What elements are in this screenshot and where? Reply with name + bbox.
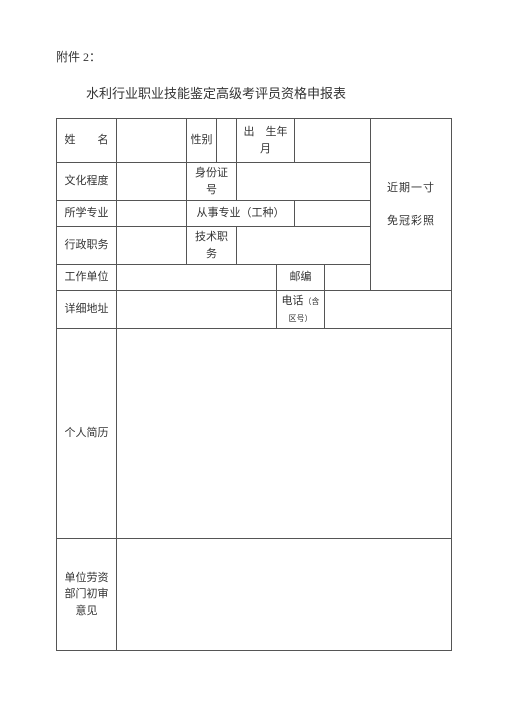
opinion-line: 单位劳资 [60,570,113,587]
form-title: 水利行业职业技能鉴定高级考评员资格申报表 [56,83,465,102]
opinion-line: 意见 [60,603,113,620]
value-id-number [237,163,371,201]
photo-line1: 近期一寸 [374,180,448,197]
photo-placeholder: 近期一寸 免冠彩照 [371,119,452,291]
label-phone-text: 电话 [282,295,304,307]
value-admin-post [117,227,187,265]
label-address: 详细地址 [57,291,117,329]
value-opinion [117,539,452,651]
value-gender [217,119,237,163]
value-address [117,291,277,329]
label-work-major: 从事专业（工种） [187,201,295,227]
form-page: 附件 2： 水利行业职业技能鉴定高级考评员资格申报表 姓 名 性别 出 生年 月… [0,0,505,671]
attachment-label: 附件 2： [56,48,465,65]
label-major: 所学专业 [57,201,117,227]
value-resume [117,329,452,539]
label-gender: 性别 [187,119,217,163]
label-phone: 电话（含区号） [277,291,325,329]
row-name: 姓 名 性别 出 生年 月 近期一寸 免冠彩照 [57,119,452,163]
label-id-number: 身份证号 [187,163,237,201]
value-tech-post [237,227,371,265]
label-work-unit: 工作单位 [57,265,117,291]
opinion-line: 部门初审 [60,586,113,603]
label-birth: 出 生年 月 [237,119,295,163]
value-birth [295,119,371,163]
label-admin-post: 行政职务 [57,227,117,265]
value-work-unit [117,265,277,291]
value-work-major [295,201,371,227]
value-name [117,119,187,163]
label-opinion: 单位劳资 部门初审 意见 [57,539,117,651]
value-major [117,201,187,227]
photo-line2: 免冠彩照 [374,213,448,230]
value-postcode [325,265,371,291]
row-opinion: 单位劳资 部门初审 意见 [57,539,452,651]
row-address: 详细地址 电话（含区号） [57,291,452,329]
label-name: 姓 名 [57,119,117,163]
value-education [117,163,187,201]
label-tech-post: 技术职务 [187,227,237,265]
application-form-table: 姓 名 性别 出 生年 月 近期一寸 免冠彩照 文化程度 身份证号 所学专业 从… [56,118,452,651]
label-postcode: 邮编 [277,265,325,291]
label-resume: 个人简历 [57,329,117,539]
label-education: 文化程度 [57,163,117,201]
value-phone [325,291,452,329]
row-resume: 个人简历 [57,329,452,539]
